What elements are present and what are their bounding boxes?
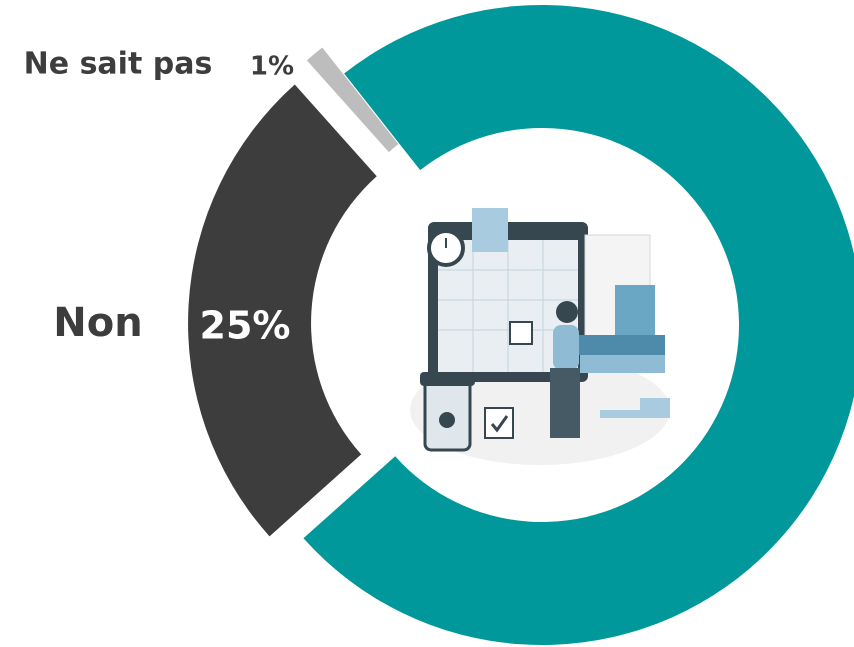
value-label: 25% <box>200 304 291 348</box>
donut-segment <box>303 5 854 645</box>
donut-segment <box>306 47 399 153</box>
donut <box>188 5 854 645</box>
segment-label: Ne sait pas <box>24 47 213 82</box>
center-illustration <box>410 208 670 465</box>
value-label: 1% <box>250 52 294 82</box>
segment-label: Non <box>53 300 142 346</box>
donut-segment <box>188 84 377 537</box>
